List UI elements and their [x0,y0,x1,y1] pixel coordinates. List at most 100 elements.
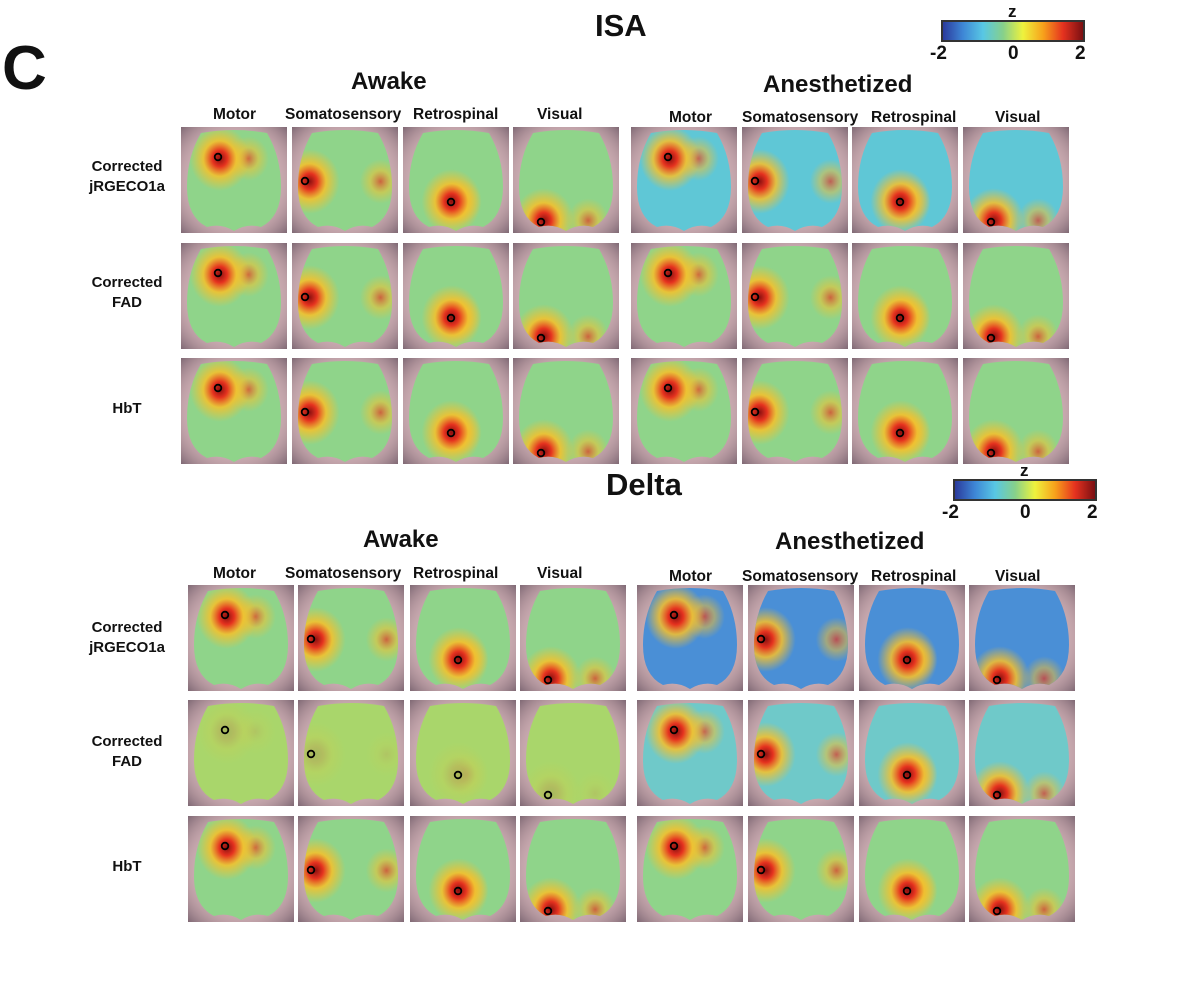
seed-marker [220,841,230,851]
brain-map [292,127,398,233]
seed-marker [663,383,673,393]
seed-marker [986,333,996,343]
seed-marker [756,749,766,759]
brain-map [742,243,848,349]
seed-marker [986,448,996,458]
seed-marker [300,176,310,186]
seed-marker [536,217,546,227]
column-label-somatosensory: Somatosensory [285,565,402,582]
column-label-motor: Motor [213,106,257,123]
brain-map [410,700,516,806]
condition-title-anesthetized: Anesthetized [775,528,925,555]
condition-title-awake: Awake [351,68,427,95]
seed-marker [213,152,223,162]
row-label-fad: Corrected FAD [91,274,163,311]
column-label-somatosensory: Somatosensory [285,106,402,123]
brain-map [292,243,398,349]
colorbar-tick-min: -2 [930,43,947,64]
seed-marker [300,292,310,302]
colorbar-tick-max: 2 [1087,502,1098,523]
brain-map [631,243,737,349]
seed-marker [453,886,463,896]
seed-marker [992,675,1002,685]
seed-marker [446,313,456,323]
brain-map [631,358,737,464]
condition-title-anesthetized: Anesthetized [763,71,913,98]
row-label-jrgeco1a: Corrected jRGECO1a [89,158,165,195]
brain-map [520,700,626,806]
seed-marker [453,655,463,665]
brain-map [631,127,737,233]
brain-map [852,358,958,464]
column-label-visual: Visual [537,565,583,582]
brain-map [637,585,743,691]
seed-marker [663,268,673,278]
brain-map [748,700,854,806]
brain-map [742,127,848,233]
brain-map [963,127,1069,233]
colorbar-tick-max: 2 [1075,43,1086,64]
seed-marker [895,428,905,438]
seed-marker [902,770,912,780]
colorbar-label: z [1008,2,1017,21]
brain-map [969,700,1075,806]
column-label-retrospinal: Retrospinal [871,568,957,585]
panel-letter: C [2,34,47,103]
condition-title-awake: Awake [363,526,439,553]
brain-map [969,816,1075,922]
column-label-retrospinal: Retrospinal [413,106,499,123]
row-label-hbt: HbT [112,858,142,875]
brain-map [292,358,398,464]
seed-marker [213,383,223,393]
brain-map [188,585,294,691]
seed-marker [986,217,996,227]
seed-marker [669,841,679,851]
brain-map [513,358,619,464]
brain-map [748,585,854,691]
section-title-delta: Delta [606,467,682,502]
brain-map [181,127,287,233]
seed-marker [750,407,760,417]
seed-marker [536,448,546,458]
column-label-visual: Visual [995,109,1041,126]
seed-marker [902,655,912,665]
brain-map [403,358,509,464]
colorbar-tick-zero: 0 [1008,43,1019,64]
colorbar-tick-zero: 0 [1020,502,1031,523]
column-label-visual: Visual [995,568,1041,585]
seed-marker [306,749,316,759]
seed-marker [756,634,766,644]
colorbar-label: z [1020,461,1029,480]
brain-map [181,243,287,349]
brain-map [410,816,516,922]
seed-marker [213,268,223,278]
colorbar-isa [941,20,1085,42]
brain-map [513,127,619,233]
seed-marker [446,428,456,438]
seed-marker [543,790,553,800]
column-label-retrospinal: Retrospinal [871,109,957,126]
seed-marker [756,865,766,875]
brain-map [852,127,958,233]
brain-map [748,816,854,922]
seed-marker [300,407,310,417]
brain-map [637,816,743,922]
seed-marker [543,906,553,916]
column-label-somatosensory: Somatosensory [742,568,859,585]
brain-map [637,700,743,806]
brain-map [188,816,294,922]
brain-map [742,358,848,464]
brain-map [852,243,958,349]
seed-marker [536,333,546,343]
brain-map [403,127,509,233]
brain-map [969,585,1075,691]
colorbar-delta [953,479,1097,501]
seed-marker [446,197,456,207]
column-label-visual: Visual [537,106,583,123]
column-label-motor: Motor [213,565,257,582]
seed-marker [669,725,679,735]
seed-marker [750,292,760,302]
brain-map [181,358,287,464]
section-title-isa: ISA [595,8,647,43]
seed-marker [220,610,230,620]
